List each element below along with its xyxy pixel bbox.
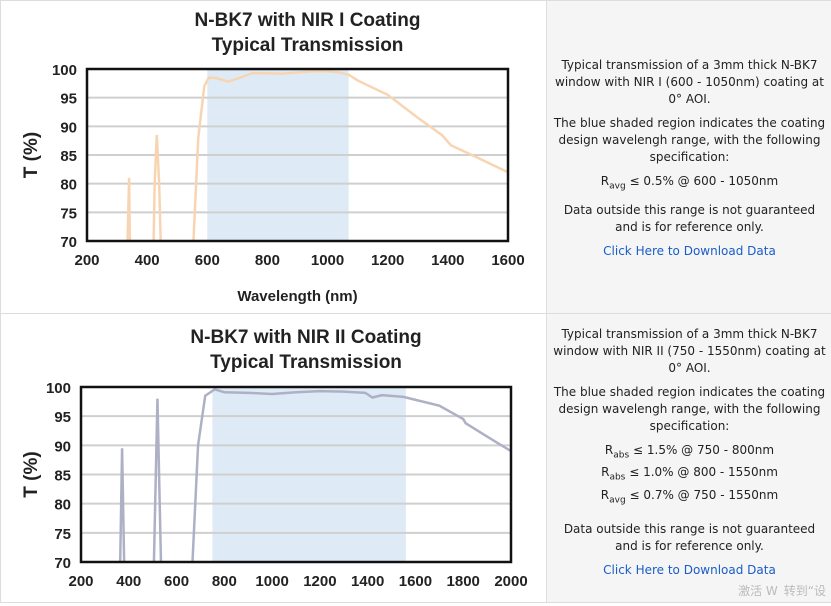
y-axis-label: T (%) [21, 132, 42, 178]
spec-symbol: R [600, 487, 610, 502]
watermark: 激活 W 转到“设 [732, 583, 826, 599]
spec-symbol: R [604, 443, 614, 457]
chart-panel: N-BK7 with NIR I Coating Typical Transmis… [1, 1, 546, 313]
x-tick-label: 600 [195, 252, 220, 269]
x-tick-label: 1200 [371, 252, 404, 269]
chart-title-line1: N-BK7 with NIR II Coating [190, 327, 421, 348]
y-tick-label: 100 [52, 62, 77, 79]
spec-value: ≤ 1.5% @ 750 - 800nm [633, 443, 775, 457]
spec-list: Rabs ≤ 1.5% @ 750 - 800nm Rabs ≤ 1.0% @ 8… [553, 442, 826, 509]
x-tick-label: 1600 [399, 573, 432, 590]
y-tick-label: 85 [54, 468, 71, 485]
y-tick-label: 70 [60, 234, 77, 251]
y-tick-label: 95 [54, 409, 71, 426]
spec-value: ≤ 1.0% @ 800 - 1550nm [629, 465, 778, 480]
transmission-curve [118, 387, 511, 562]
x-tick-label: 1800 [447, 573, 480, 590]
y-axis-label: T (%) [21, 451, 42, 497]
disclaimer-text: Data outside this range is not guarantee… [563, 203, 816, 235]
download-data-link[interactable]: Click Here to Download Data [603, 563, 776, 578]
y-tick-label: 90 [54, 438, 71, 455]
watermark-line2: 转到“设 [783, 584, 826, 598]
x-tick-label: 600 [164, 573, 189, 590]
chart-panel: N-BK7 with NIR II Coating Typical Transmi… [1, 314, 546, 602]
y-tick-label: 85 [60, 148, 77, 165]
x-tick-label: 400 [135, 252, 160, 269]
spec-value: ≤ 0.7% @ 750 - 1550nm [629, 487, 779, 502]
watermark-line1: 激活 W [738, 584, 778, 598]
spec-subscript: avg [609, 181, 626, 192]
description-panel: Typical transmission of a 3mm thick N-BK… [546, 314, 831, 602]
plot-frame [79, 385, 513, 564]
description-text: Typical transmission of a 3mm thick N-BK… [553, 327, 826, 375]
y-tick-label: 75 [60, 205, 77, 222]
y-tick-label: 100 [46, 380, 71, 397]
spec-line: Rabs ≤ 1.0% @ 800 - 1550nm [553, 464, 826, 486]
x-tick-label: 400 [116, 573, 141, 590]
transmission-chart-nir1: N-BK7 with NIR I Coating Typical Transmis… [21, 10, 525, 305]
spec-line: Ravg ≤ 0.7% @ 750 - 1550nm [553, 487, 826, 509]
y-tick-label: 95 [60, 91, 77, 108]
chart-row-nir2: N-BK7 with NIR II Coating Typical Transmi… [0, 313, 831, 603]
x-tick-label: 1400 [351, 573, 384, 590]
transmission-curve [126, 70, 508, 241]
x-tick-label: 800 [212, 573, 237, 590]
x-tick-label: 1000 [311, 252, 344, 269]
x-tick-label: 2000 [494, 573, 527, 590]
chart-title-line2: Typical Transmission [212, 35, 404, 56]
y-tick-label: 75 [54, 526, 71, 543]
y-tick-label: 90 [60, 119, 77, 136]
spec-value: ≤ 0.5% @ 600 - 1050nm [629, 174, 779, 188]
spec-list: Ravg ≤ 0.5% @ 600 - 1050nm [553, 173, 826, 195]
download-data-link[interactable]: Click Here to Download Data [603, 244, 776, 259]
spec-subscript: abs [609, 472, 626, 483]
description-panel: Typical transmission of a 3mm thick N-BK… [546, 1, 831, 313]
y-tick-label: 80 [60, 177, 77, 194]
chart-title-line1: N-BK7 with NIR I Coating [195, 10, 421, 31]
x-tick-label: 1200 [303, 573, 336, 590]
plot-frame [85, 67, 510, 243]
x-tick-label: 1400 [431, 252, 464, 269]
spec-symbol: R [600, 174, 610, 188]
y-tick-label: 80 [54, 497, 71, 514]
chart-row-nir1: N-BK7 with NIR I Coating Typical Transmis… [0, 0, 831, 314]
x-axis-label: Wavelength (nm) [237, 288, 357, 305]
disclaimer-text: Data outside this range is not guarantee… [563, 522, 816, 554]
chart-title-line2: Typical Transmission [210, 352, 402, 373]
spec-subscript: abs [613, 450, 630, 461]
spec-subscript: avg [609, 495, 626, 506]
y-tick-label: 70 [54, 555, 71, 572]
description-text: Typical transmission of a 3mm thick N-BK… [555, 58, 824, 106]
x-tick-label: 200 [68, 573, 93, 590]
spec-line: Ravg ≤ 0.5% @ 600 - 1050nm [553, 173, 826, 195]
x-tick-label: 800 [255, 252, 280, 269]
description-text: The blue shaded region indicates the coa… [553, 385, 826, 433]
x-tick-label: 200 [74, 252, 99, 269]
spec-line: Rabs ≤ 1.5% @ 750 - 800nm [553, 442, 826, 464]
x-tick-label: 1000 [255, 573, 288, 590]
transmission-chart-nir2: N-BK7 with NIR II Coating Typical Transmi… [21, 327, 528, 590]
x-tick-label: 1600 [491, 252, 524, 269]
spec-symbol: R [601, 465, 610, 480]
description-text: The blue shaded region indicates the coa… [553, 116, 826, 164]
